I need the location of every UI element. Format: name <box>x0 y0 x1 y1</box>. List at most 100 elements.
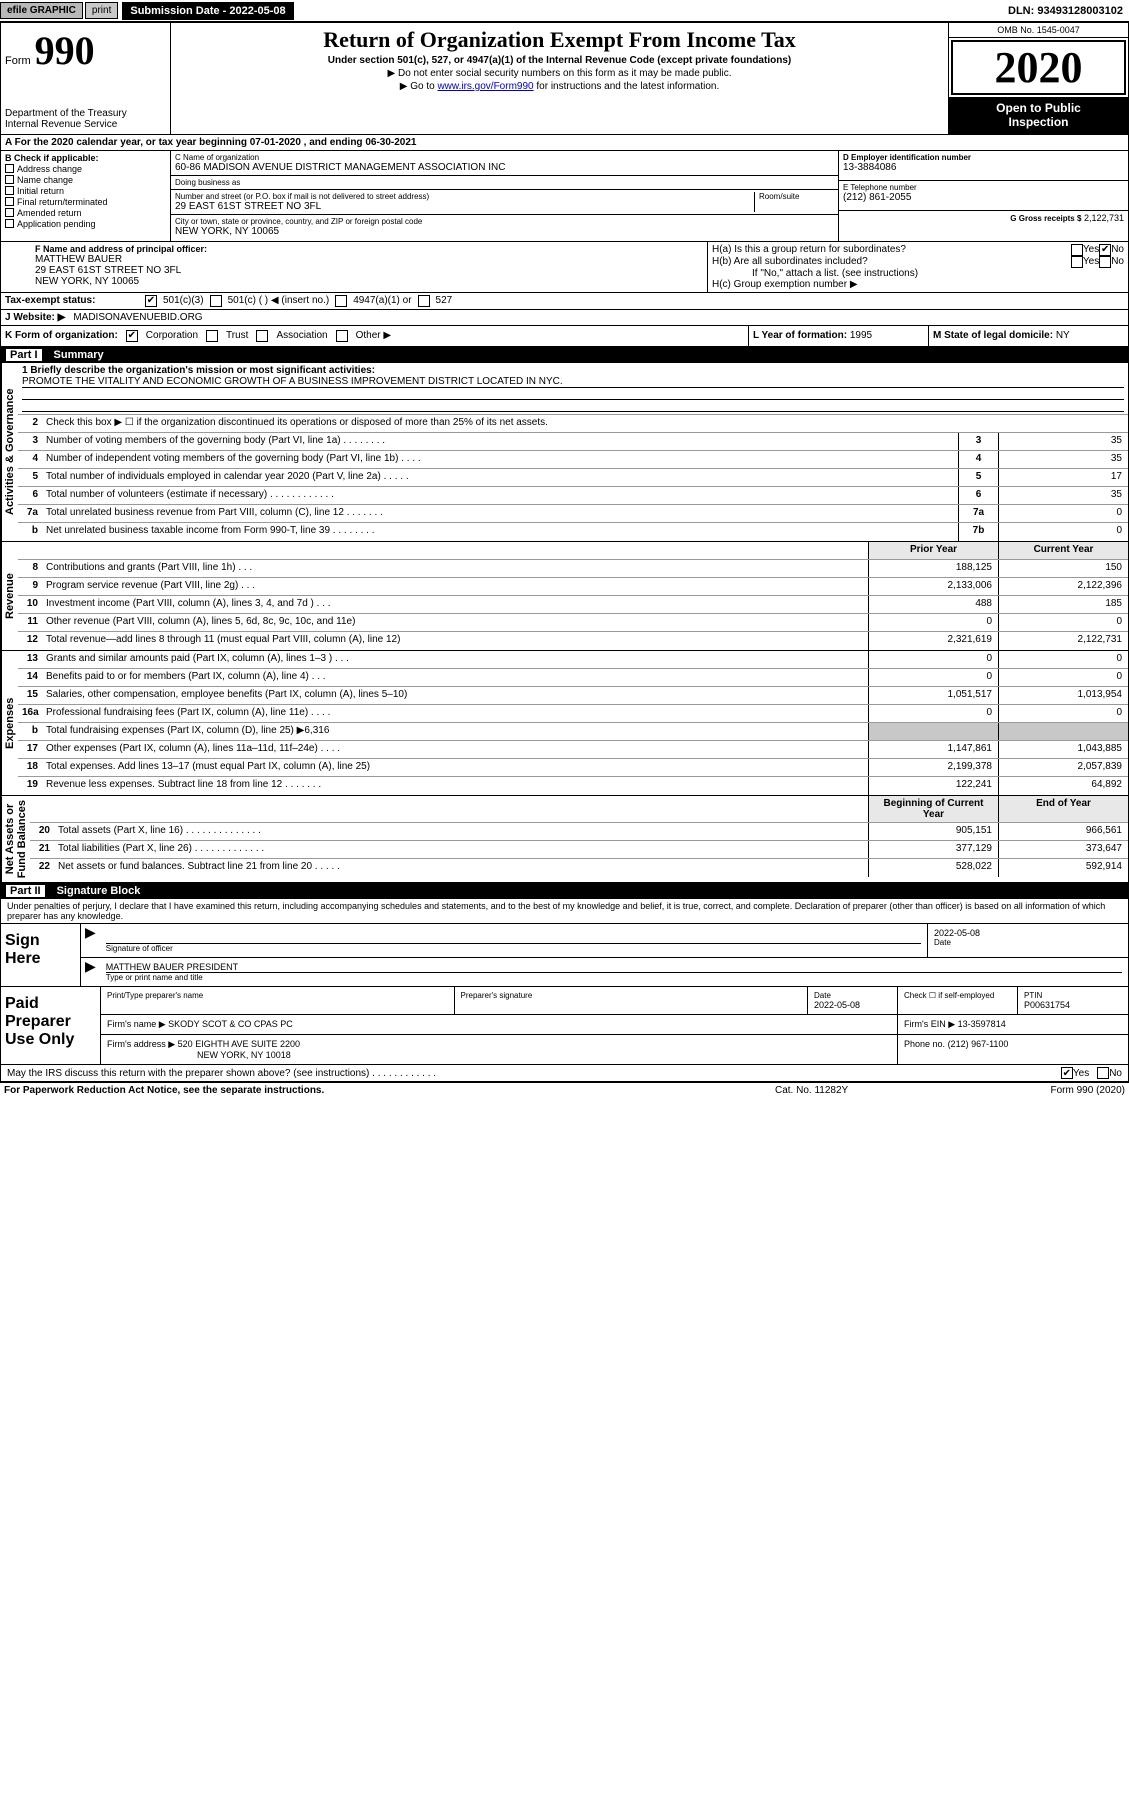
firm-name: SKODY SCOT & CO CPAS PC <box>168 1019 293 1029</box>
address-label: Number and street (or P.O. box if mail i… <box>175 192 754 201</box>
501c-checkbox[interactable] <box>210 295 222 307</box>
part1-label: Part I <box>6 349 42 361</box>
officer-addr1: 29 EAST 61ST STREET NO 3FL <box>35 265 703 276</box>
footer-paperwork: For Paperwork Reduction Act Notice, see … <box>4 1085 775 1096</box>
tax-year: 2020 <box>951 40 1126 95</box>
527-checkbox[interactable] <box>418 295 430 307</box>
summary-netassets: Net Assets or Fund Balances Beginning of… <box>0 796 1129 883</box>
k-trust-checkbox[interactable] <box>206 330 218 342</box>
chk-amended: Amended return <box>17 208 82 218</box>
column-d-ein: D Employer identification number 13-3884… <box>838 151 1128 241</box>
dba-label: Doing business as <box>175 178 834 187</box>
prep-date: 2022-05-08 <box>814 1000 891 1010</box>
column-c-name-address: C Name of organization 60-86 MADISON AVE… <box>171 151 838 241</box>
col-b-header: B Check if applicable: <box>5 153 166 163</box>
dept-treasury: Department of the Treasury Internal Reve… <box>5 108 166 130</box>
checkbox-icon[interactable] <box>5 164 14 173</box>
k-other: Other ▶ <box>356 330 391 341</box>
form-header: Form 990 Department of the Treasury Inte… <box>0 22 1129 135</box>
checkbox-icon[interactable] <box>5 175 14 184</box>
sig-officer-label: Signature of officer <box>106 944 921 953</box>
no-label: No <box>1109 1068 1122 1079</box>
paid-preparer-label: Paid Preparer Use Only <box>1 987 101 1064</box>
k-corp-checkbox[interactable] <box>126 330 138 342</box>
line-a-tax-year: A For the 2020 calendar year, or tax yea… <box>0 135 1129 151</box>
no-label: No <box>1111 244 1124 255</box>
discuss-row: May the IRS discuss this return with the… <box>0 1065 1129 1082</box>
website-value: MADISONAVENUEBID.ORG <box>69 310 206 325</box>
yes-label: Yes <box>1083 244 1099 255</box>
irs-link[interactable]: www.irs.gov/Form990 <box>437 81 533 92</box>
efile-button[interactable]: efile GRAPHIC <box>0 2 83 19</box>
checkbox-icon[interactable] <box>5 219 14 228</box>
officer-group-block: F Name and address of principal officer:… <box>0 242 1129 326</box>
501c3-checkbox[interactable] <box>145 295 157 307</box>
column-b-checkboxes: B Check if applicable: Address change Na… <box>1 151 171 241</box>
k-other-checkbox[interactable] <box>336 330 348 342</box>
l-value: 1995 <box>850 330 872 341</box>
phone-value: (212) 861-2055 <box>843 192 1124 203</box>
signature-block: Under penalties of perjury, I declare th… <box>0 899 1129 1065</box>
501c3-label: 501(c)(3) <box>163 295 204 306</box>
print-button[interactable]: print <box>85 2 118 19</box>
officer-name: MATTHEW BAUER <box>35 254 703 265</box>
top-toolbar: efile GRAPHIC print Submission Date - 20… <box>0 0 1129 22</box>
ha-yes-checkbox[interactable] <box>1071 244 1083 256</box>
penalty-text: Under penalties of perjury, I declare th… <box>1 899 1128 923</box>
klm-row: K Form of organization: Corporation Trus… <box>0 326 1129 347</box>
hb-no-checkbox[interactable] <box>1099 256 1111 268</box>
4947-checkbox[interactable] <box>335 295 347 307</box>
discuss-no-checkbox[interactable] <box>1097 1067 1109 1079</box>
goto-line: ▶ Go to www.irs.gov/Form990 for instruct… <box>177 81 942 92</box>
no-label: No <box>1111 256 1124 267</box>
firm-addr2: NEW YORK, NY 10018 <box>107 1050 291 1060</box>
k-assoc-checkbox[interactable] <box>256 330 268 342</box>
k-trust: Trust <box>226 330 248 341</box>
firm-phone-label: Phone no. <box>904 1039 945 1049</box>
hb-yes-checkbox[interactable] <box>1071 256 1083 268</box>
line1-label: 1 Briefly describe the organization's mi… <box>22 365 1124 376</box>
part1-bar: Part I Summary <box>0 347 1129 363</box>
chk-address: Address change <box>17 164 82 174</box>
part2-label: Part II <box>6 885 45 897</box>
checkbox-icon[interactable] <box>5 208 14 217</box>
checkbox-icon[interactable] <box>5 197 14 206</box>
form-number: 990 <box>35 27 95 74</box>
summary-expenses: Expenses 13Grants and similar amounts pa… <box>0 651 1129 796</box>
side-activities: Activities & Governance <box>1 363 18 541</box>
part2-bar: Part II Signature Block <box>0 883 1129 899</box>
firm-addr-label: Firm's address ▶ <box>107 1039 175 1049</box>
firm-ein: 13-3597814 <box>958 1019 1006 1029</box>
line2-text: Check this box ▶ ☐ if the organization d… <box>42 415 1128 432</box>
l-label: L Year of formation: <box>753 330 847 341</box>
k-corp: Corporation <box>146 330 198 341</box>
omb-number: OMB No. 1545-0047 <box>949 23 1128 38</box>
address-value: 29 EAST 61ST STREET NO 3FL <box>175 201 754 212</box>
chk-final: Final return/terminated <box>17 197 108 207</box>
m-label: M State of legal domicile: <box>933 330 1053 341</box>
part1-title: Summary <box>54 349 104 361</box>
phone-label: E Telephone number <box>843 183 1124 192</box>
page-footer: For Paperwork Reduction Act Notice, see … <box>0 1082 1129 1098</box>
dln-number: DLN: 93493128003102 <box>1002 3 1129 19</box>
summary-revenue: Revenue Prior Year Current Year 8Contrib… <box>0 542 1129 651</box>
sign-here-label: Sign Here <box>1 924 81 986</box>
form-word: Form <box>5 55 31 67</box>
ha-no-checkbox[interactable] <box>1099 244 1111 256</box>
footer-catno: Cat. No. 11282Y <box>775 1085 975 1096</box>
k-assoc: Association <box>276 330 327 341</box>
mission-text: PROMOTE THE VITALITY AND ECONOMIC GROWTH… <box>22 376 1124 388</box>
firm-addr1: 520 EIGHTH AVE SUITE 2200 <box>178 1039 300 1049</box>
city-value: NEW YORK, NY 10065 <box>175 226 834 237</box>
4947-label: 4947(a)(1) or <box>353 295 411 306</box>
firm-name-label: Firm's name ▶ <box>107 1019 166 1029</box>
ein-value: 13-3884086 <box>843 162 1124 173</box>
city-label: City or town, state or province, country… <box>175 217 834 226</box>
date-label: Date <box>814 991 891 1000</box>
chk-pending: Application pending <box>17 219 96 229</box>
discuss-yes-checkbox[interactable] <box>1061 1067 1073 1079</box>
f-label: F Name and address of principal officer: <box>35 244 703 254</box>
type-name-label: Type or print name and title <box>106 972 1122 982</box>
form-subtitle: Under section 501(c), 527, or 4947(a)(1)… <box>177 55 942 66</box>
checkbox-icon[interactable] <box>5 186 14 195</box>
